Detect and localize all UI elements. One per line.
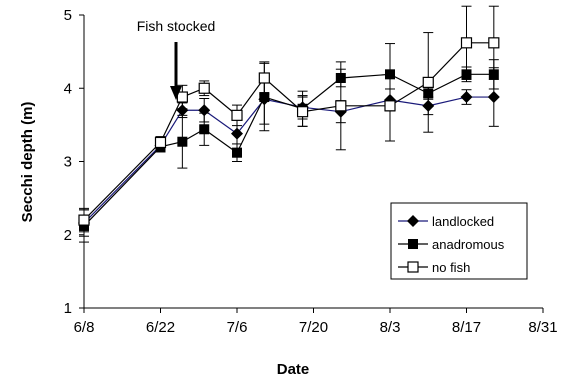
data-point <box>259 92 270 103</box>
fish-stocked-annotation: Fish stocked <box>137 18 216 100</box>
y-ticks: 1 2 3 4 5 <box>64 7 84 317</box>
data-point <box>335 100 347 112</box>
annotation-arrow-head <box>170 86 182 100</box>
x-tick-label: 8/17 <box>452 319 481 336</box>
annotation-text: Fish stocked <box>137 18 216 34</box>
legend-entry: landlocked <box>398 214 494 229</box>
x-tick-label: 6/22 <box>146 319 175 336</box>
data-point <box>176 104 189 117</box>
data-point <box>231 109 243 121</box>
legend: landlocked anadromous no fish <box>390 202 528 280</box>
data-point <box>460 91 473 104</box>
series-layer <box>78 5 500 243</box>
legend-entry: anadromous <box>398 237 505 252</box>
x-tick-label: 8/3 <box>380 319 401 336</box>
y-tick-label: 3 <box>64 154 72 171</box>
legend-marker <box>408 239 418 249</box>
data-point <box>258 72 270 84</box>
data-point <box>78 214 90 226</box>
x-axis-title: Date <box>277 361 310 378</box>
data-point <box>384 100 396 112</box>
y-axis-title: Secchi depth (m) <box>19 102 36 223</box>
data-point <box>232 147 242 158</box>
data-point <box>422 76 434 88</box>
x-ticks: 6/8 6/22 7/6 7/20 8/3 8/17 8/31 <box>74 308 558 336</box>
data-point <box>460 37 473 49</box>
y-tick-label: 4 <box>64 80 72 97</box>
data-point <box>487 91 500 104</box>
axes: 1 2 3 4 5 6/8 6/22 7/6 7/20 8/3 8/17 8/31 <box>64 7 558 336</box>
data-point <box>488 37 500 49</box>
data-point <box>231 127 243 140</box>
series-no-fish <box>78 5 500 233</box>
series-line <box>83 42 494 221</box>
data-point <box>176 91 188 103</box>
x-tick-label: 6/8 <box>74 319 95 336</box>
y-tick-label: 2 <box>64 227 72 244</box>
y-tick-label: 1 <box>64 300 72 317</box>
data-point <box>177 136 188 147</box>
legend-marker <box>407 261 419 273</box>
y-tick-label: 5 <box>64 7 72 24</box>
x-tick-label: 7/6 <box>227 319 248 336</box>
legend-label: landlocked <box>432 214 494 229</box>
data-point <box>199 124 210 135</box>
legend-entry: no fish <box>398 260 470 275</box>
legend-label: no fish <box>432 260 470 275</box>
data-point <box>296 106 309 118</box>
data-point <box>198 82 210 94</box>
legend-marker <box>407 215 419 227</box>
x-tick-label: 8/31 <box>528 319 557 336</box>
data-point <box>154 136 167 149</box>
legend-label: anadromous <box>432 237 505 252</box>
x-tick-label: 7/20 <box>299 319 328 336</box>
